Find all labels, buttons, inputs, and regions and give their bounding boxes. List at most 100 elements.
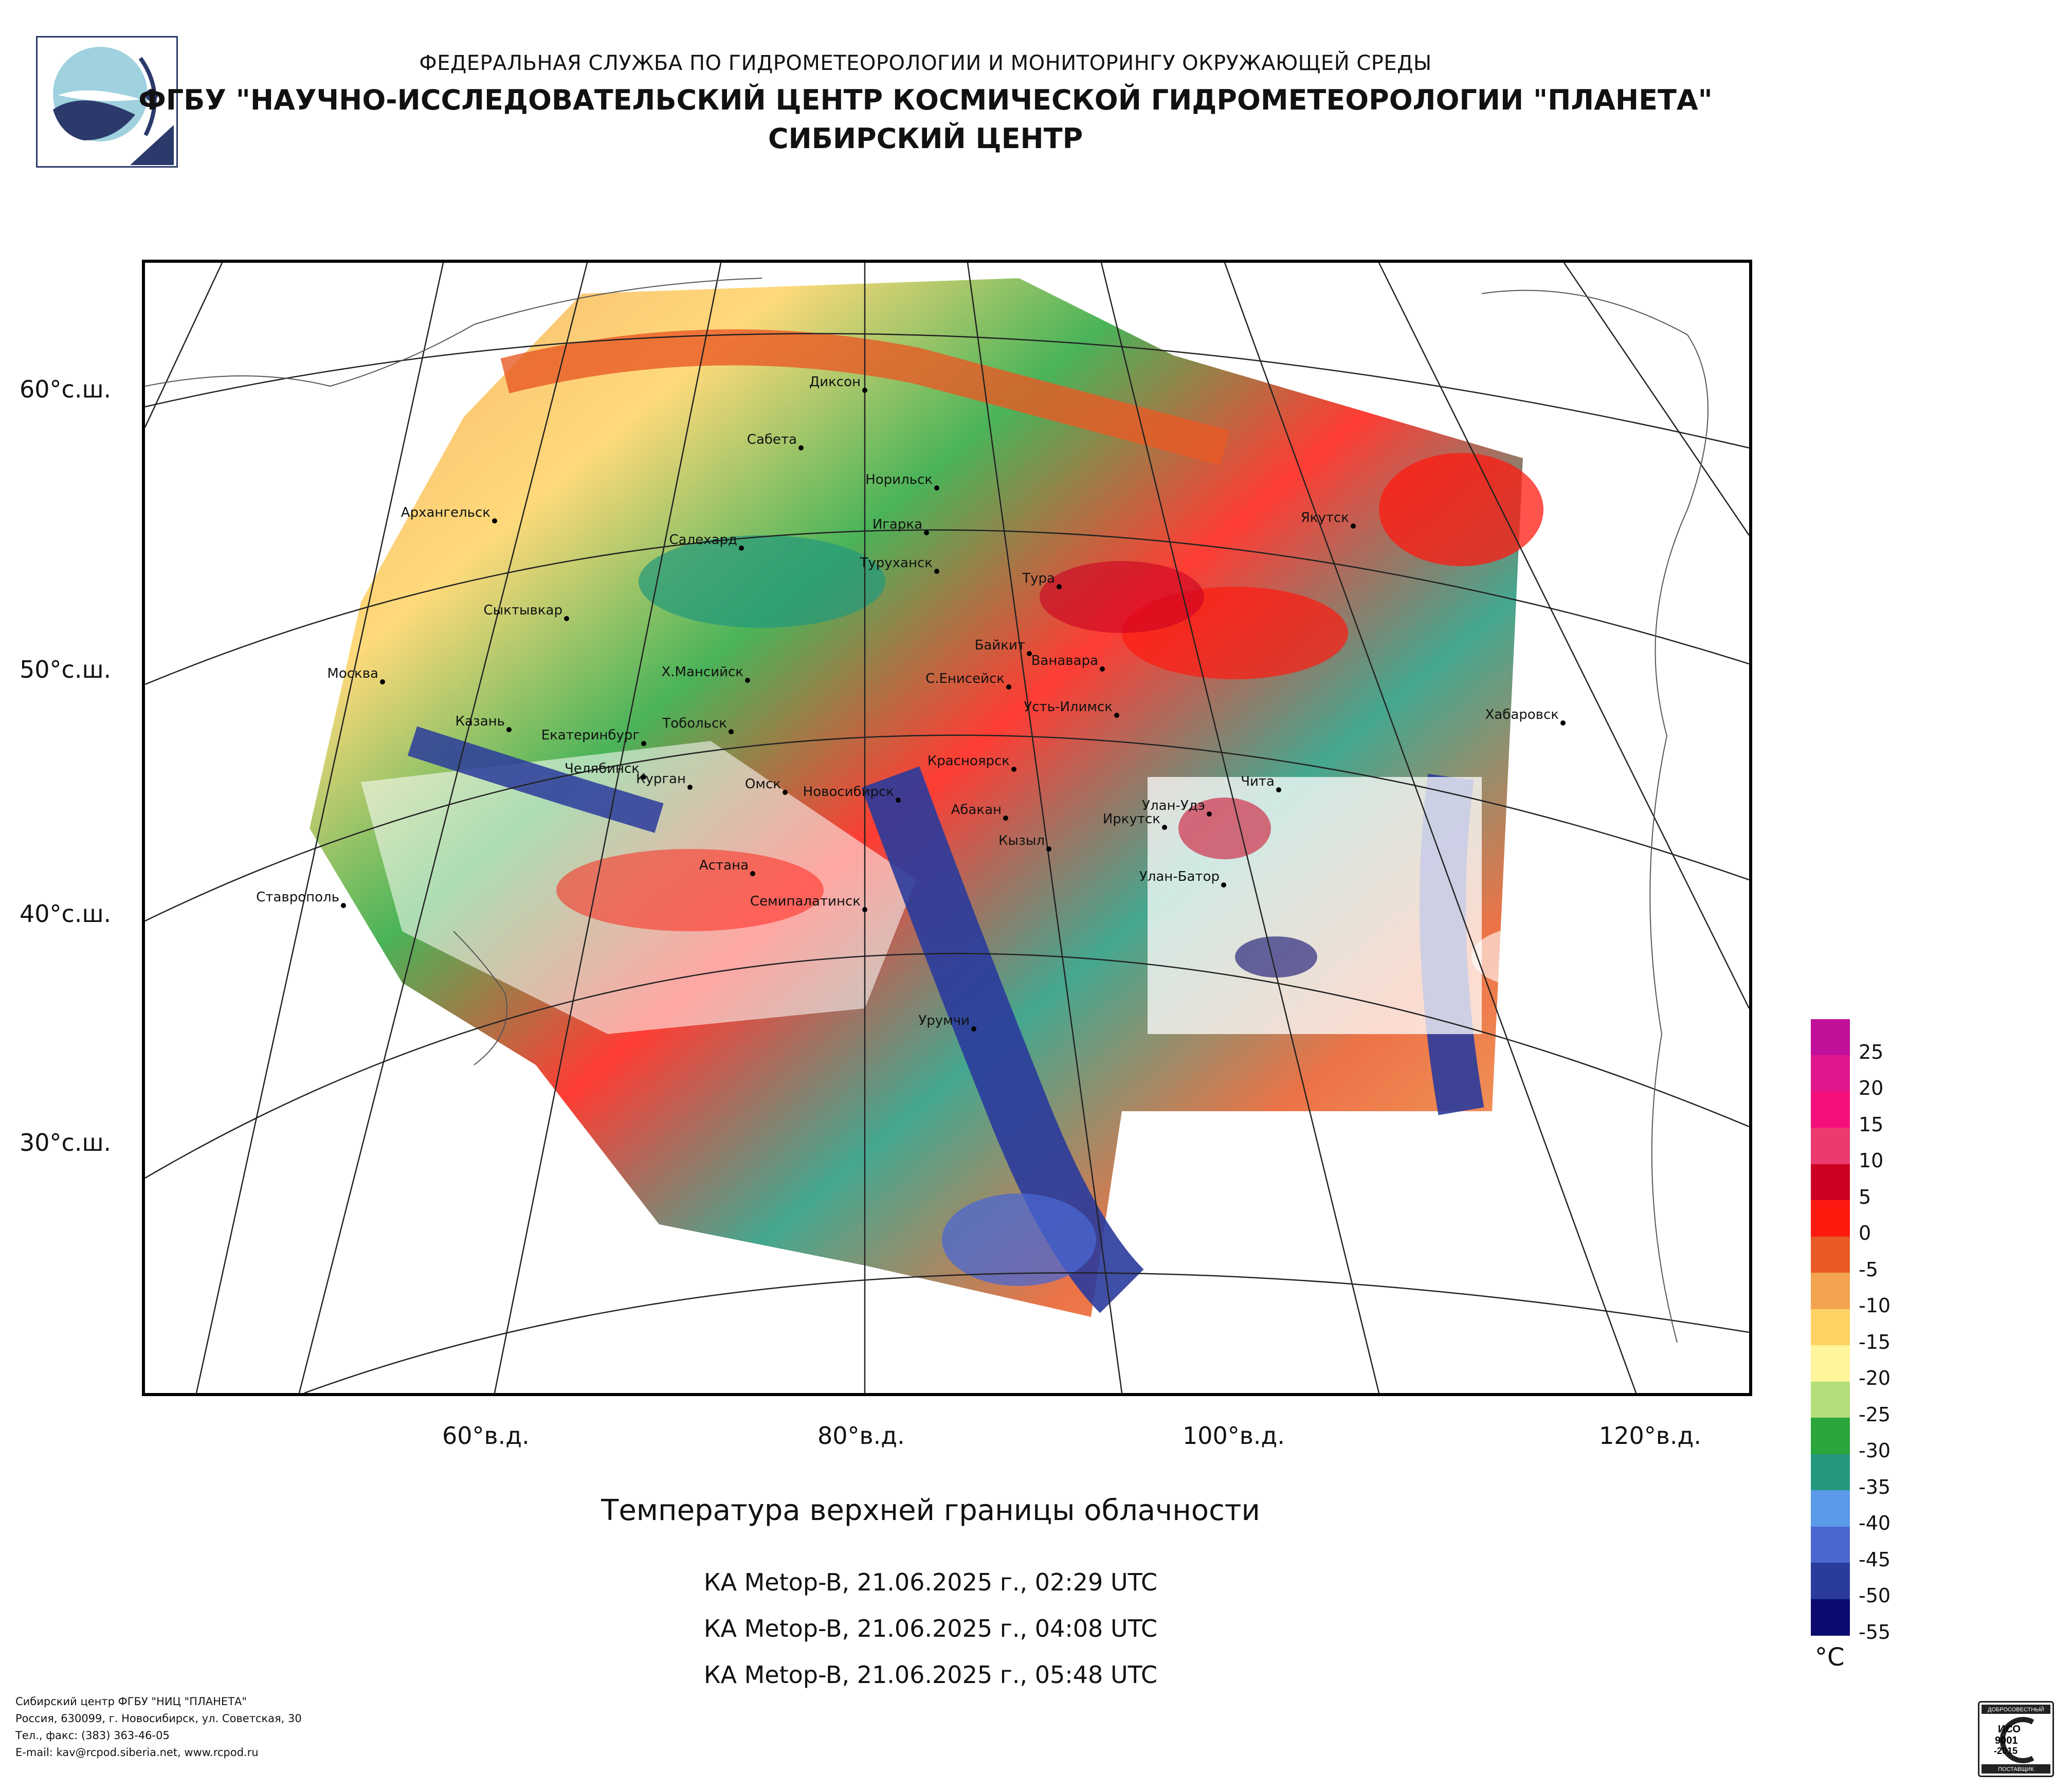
svg-text:Астана: Астана [699, 858, 749, 873]
svg-text:Сабета: Сабета [747, 432, 797, 447]
city-baykit: Байкит [975, 638, 1032, 656]
footer-address: Россия, 630099, г. Новосибирск, ул. Сове… [15, 1712, 302, 1725]
svg-text:Ванавара: Ванавара [1031, 653, 1098, 668]
city-vanavara: Ванавара [1031, 653, 1105, 672]
legend-swatch [1811, 1526, 1850, 1564]
svg-text:Курган: Курган [636, 771, 686, 787]
svg-text:Семипалатинск: Семипалатинск [750, 894, 861, 909]
svg-text:Архангельск: Архангельск [401, 505, 490, 520]
map-title: Температура верхней границы облачности [601, 1494, 1260, 1527]
legend-tick-label: -35 [1859, 1475, 1891, 1498]
pass-1: КА Metop-B, 21.06.2025 г., 02:29 UTC [703, 1568, 1158, 1596]
legend-swatch [1811, 1236, 1850, 1274]
legend-swatch [1811, 1200, 1850, 1237]
header-agency: ФЕДЕРАЛЬНАЯ СЛУЖБА ПО ГИДРОМЕТЕОРОЛОГИИ … [419, 51, 1432, 75]
svg-text:Сыктывкар: Сыктывкар [483, 603, 562, 618]
legend-tick-label: -20 [1859, 1367, 1891, 1390]
satellite-map: Диксон Сабета Норильск Архангельск Игарк… [142, 260, 1752, 1396]
city-turukhansk: Туруханск [860, 555, 939, 574]
svg-text:Диксон: Диксон [809, 374, 861, 390]
legend-tick-label: 0 [1859, 1222, 1871, 1245]
legend-tick-label: 5 [1859, 1185, 1871, 1208]
svg-text:Ставрополь: Ставрополь [256, 890, 339, 905]
legend-swatch [1811, 1273, 1850, 1310]
legend-tick-label: -45 [1859, 1548, 1891, 1571]
svg-text:Улан-Батор: Улан-Батор [1139, 869, 1220, 884]
svg-text:-2015: -2015 [1994, 1746, 2018, 1756]
svg-text:ИСО: ИСО [1998, 1724, 2021, 1735]
city-urumqi: Урумчи [918, 1013, 976, 1032]
legend-tick-label: -25 [1859, 1403, 1891, 1426]
legend-tick-label: -5 [1859, 1258, 1878, 1281]
planeta-logo [36, 36, 178, 168]
footer-phone: Тел., факс: (383) 363-46-05 [15, 1729, 170, 1742]
legend-swatch [1811, 1454, 1850, 1491]
legend-swatch [1811, 1309, 1850, 1346]
iso-badge-icon: ДОБРОСОВЕСТНЫЙ ИСО 9001 -2015 ПОСТАВЩИК [1982, 1705, 2050, 1774]
svg-text:Кызыл: Кызыл [998, 833, 1045, 848]
lon-label-120: 120°в.д. [1599, 1422, 1701, 1450]
city-s-yeniseysk: С.Енисейск [925, 671, 1011, 690]
city-astana: Астана [699, 858, 755, 876]
lon-label-80: 80°в.д. [817, 1422, 905, 1450]
city-markers: Диксон Сабета Норильск Архангельск Игарк… [256, 374, 1566, 1032]
legend-swatch [1811, 1563, 1850, 1600]
legend-tick-label: -10 [1859, 1294, 1891, 1317]
svg-text:С.Енисейск: С.Енисейск [925, 671, 1005, 686]
svg-text:Салехард: Салехард [669, 532, 737, 548]
footer-contacts: Сибирский центр ФГБУ "НИЦ "ПЛАНЕТА" Росс… [15, 1693, 302, 1761]
city-khabarovsk: Хабаровск [1485, 707, 1566, 726]
lat-label-60: 60°с.ш. [20, 375, 112, 403]
city-irkutsk: Иркутск [1103, 811, 1167, 830]
legend-swatch [1811, 1599, 1850, 1636]
city-novosibirsk: Новосибирск [803, 784, 901, 803]
lon-label-100: 100°в.д. [1183, 1422, 1285, 1450]
svg-text:Красноярск: Красноярск [928, 753, 1010, 769]
footer-org: Сибирский центр ФГБУ "НИЦ "ПЛАНЕТА" [15, 1695, 247, 1708]
city-khanty-mansiysk: Х.Мансийск [661, 664, 750, 683]
city-norilsk: Норильск [865, 472, 939, 491]
lat-label-50: 50°с.ш. [20, 656, 112, 683]
city-yekaterinburg: Екатеринбург [541, 728, 646, 746]
header-institute: ФГБУ "НАУЧНО-ИССЛЕДОВАТЕЛЬСКИЙ ЦЕНТР КОС… [138, 84, 1713, 116]
city-ulan-ude: Улан-Удэ [1142, 798, 1212, 817]
city-omsk: Омск [745, 776, 788, 795]
svg-text:Норильск: Норильск [865, 472, 933, 487]
city-tobolsk: Тобольск [662, 716, 734, 734]
coastlines [145, 278, 1709, 1343]
svg-text:Х.Мансийск: Х.Мансийск [661, 664, 743, 680]
svg-text:ПОСТАВЩИК: ПОСТАВЩИК [1998, 1766, 2034, 1772]
color-legend [1811, 1019, 1850, 1636]
svg-text:Хабаровск: Хабаровск [1485, 707, 1559, 722]
svg-text:9001: 9001 [1995, 1735, 2018, 1746]
svg-text:Туруханск: Туруханск [860, 555, 933, 571]
city-tura: Тура [1022, 571, 1062, 589]
legend-tick-label: -15 [1859, 1330, 1891, 1353]
city-chita: Чита [1241, 774, 1281, 792]
city-krasnoyarsk: Красноярск [928, 753, 1016, 772]
legend-swatch [1811, 1019, 1850, 1056]
svg-text:Челябинск: Челябинск [565, 761, 640, 776]
svg-text:Игарка: Игарка [873, 517, 922, 532]
legend-swatch [1811, 1381, 1850, 1419]
legend-tick-label: 20 [1859, 1077, 1884, 1100]
planeta-logo-icon [53, 47, 174, 165]
legend-tick-label: -50 [1859, 1584, 1891, 1607]
city-salekhard: Салехард [669, 532, 744, 551]
city-kazan: Казань [456, 714, 512, 732]
city-igarka: Игарка [873, 517, 929, 535]
cloud-imagery [310, 278, 1595, 1317]
legend-tick-label: -55 [1859, 1620, 1891, 1643]
legend-swatch [1811, 1128, 1850, 1165]
legend-swatch [1811, 1055, 1850, 1092]
svg-text:Чита: Чита [1241, 774, 1275, 789]
city-ust-ilimsk: Усть-Илимск [1024, 699, 1119, 718]
svg-text:Усть-Илимск: Усть-Илимск [1024, 699, 1113, 715]
legend-swatch [1811, 1345, 1850, 1382]
legend-tick-label: 15 [1859, 1113, 1884, 1136]
city-syktyvkar: Сыктывкар [483, 603, 569, 621]
city-ulan-bator: Улан-Батор [1139, 869, 1226, 888]
svg-text:Омск: Омск [745, 776, 781, 792]
city-abakan: Абакан [951, 802, 1008, 821]
svg-text:Москва: Москва [327, 666, 378, 681]
